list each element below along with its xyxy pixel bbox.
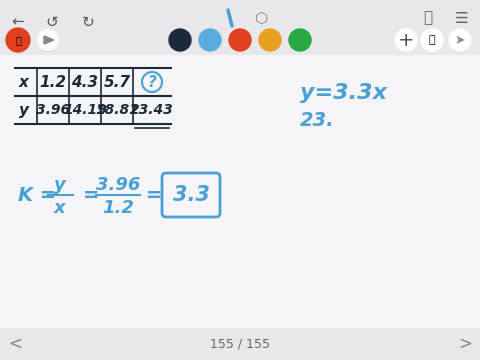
- Text: ⬜: ⬜: [423, 10, 432, 26]
- Text: 4.3: 4.3: [72, 75, 98, 90]
- Text: 23.43: 23.43: [130, 103, 174, 117]
- Circle shape: [38, 30, 58, 50]
- FancyBboxPatch shape: [0, 0, 480, 55]
- Text: y=3.3x: y=3.3x: [300, 83, 387, 103]
- Text: <: <: [8, 335, 22, 353]
- Text: ←: ←: [12, 14, 24, 30]
- Text: ?: ?: [147, 75, 156, 90]
- Text: +: +: [398, 31, 414, 50]
- Text: 3.3: 3.3: [173, 185, 209, 205]
- Circle shape: [259, 29, 281, 51]
- Text: y: y: [54, 176, 66, 194]
- Text: y: y: [19, 103, 29, 117]
- Circle shape: [229, 29, 251, 51]
- Text: ↺: ↺: [46, 14, 59, 30]
- Text: 5.7: 5.7: [104, 75, 131, 90]
- Text: ☰: ☰: [455, 10, 469, 26]
- Text: >: >: [458, 335, 472, 353]
- Circle shape: [169, 29, 191, 51]
- Circle shape: [199, 29, 221, 51]
- Text: x: x: [54, 199, 66, 217]
- Circle shape: [395, 29, 417, 51]
- Text: ➤: ➤: [455, 33, 465, 46]
- Circle shape: [421, 29, 443, 51]
- Text: =: =: [146, 185, 163, 204]
- Text: 1.2: 1.2: [102, 199, 134, 217]
- Text: ↻: ↻: [82, 14, 95, 30]
- Text: 18.81: 18.81: [95, 103, 139, 117]
- Text: 3.96: 3.96: [36, 103, 70, 117]
- Text: 💧: 💧: [429, 35, 435, 45]
- Text: 155 / 155: 155 / 155: [210, 338, 270, 351]
- Text: 14.19: 14.19: [63, 103, 107, 117]
- Text: =: =: [83, 185, 99, 204]
- Text: x: x: [19, 75, 29, 90]
- Circle shape: [289, 29, 311, 51]
- Text: 1.2: 1.2: [39, 75, 67, 90]
- Text: 23.: 23.: [300, 111, 335, 130]
- Circle shape: [6, 28, 30, 52]
- FancyBboxPatch shape: [0, 328, 480, 360]
- Polygon shape: [44, 36, 54, 44]
- Text: ⬡: ⬡: [255, 10, 269, 26]
- Text: 🎤: 🎤: [15, 35, 21, 45]
- Text: 3.96: 3.96: [96, 176, 140, 194]
- Circle shape: [449, 29, 471, 51]
- Text: K =: K =: [18, 185, 56, 204]
